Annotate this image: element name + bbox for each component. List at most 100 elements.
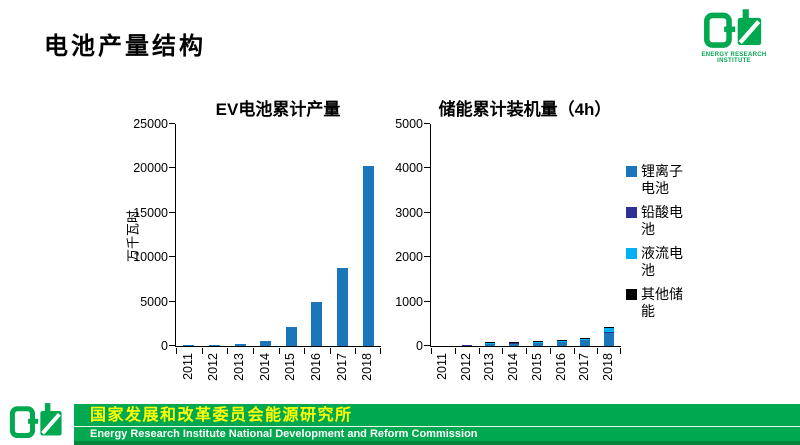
x-category-label: 2013 bbox=[226, 353, 252, 381]
footer-divider bbox=[74, 426, 800, 427]
bar bbox=[208, 345, 220, 346]
bar bbox=[311, 301, 323, 346]
x-tick-mark bbox=[502, 348, 504, 354]
y-tick-mark bbox=[168, 256, 175, 258]
y-tick-mark bbox=[168, 345, 175, 346]
x-tick-mark bbox=[355, 348, 357, 354]
footer-logo-icon bbox=[9, 403, 62, 439]
x-tick-mark bbox=[454, 348, 456, 354]
x-category-label: 2016 bbox=[303, 353, 329, 381]
x-category-label-text: 2011 bbox=[434, 353, 449, 380]
x-category-label-text: 2016 bbox=[308, 353, 323, 381]
x-category-label: 2017 bbox=[329, 353, 355, 381]
y-tick-mark bbox=[168, 300, 175, 302]
x-category-label-text: 2012 bbox=[206, 353, 221, 381]
x-tick-mark bbox=[478, 348, 480, 354]
y-tick-label: 25000 bbox=[133, 117, 168, 131]
ev-chart-plot-area bbox=[168, 123, 381, 354]
bar-segment bbox=[580, 340, 591, 346]
bar-segment bbox=[580, 338, 591, 340]
x-category-label: 2018 bbox=[596, 353, 620, 381]
x-category-label-text: 2015 bbox=[529, 353, 544, 381]
bar bbox=[285, 326, 297, 346]
y-tick-mark bbox=[423, 211, 430, 213]
x-tick-mark bbox=[380, 348, 381, 354]
y-tick-mark bbox=[423, 300, 430, 302]
x-category-label: 2012 bbox=[201, 353, 227, 381]
x-category-label-text: 2018 bbox=[360, 353, 375, 381]
x-category-label: 2011 bbox=[430, 353, 454, 380]
x-category-label-text: 2013 bbox=[482, 353, 497, 381]
legend-item: 液流电池 bbox=[626, 245, 710, 279]
x-category-label-text: 2014 bbox=[257, 353, 272, 381]
legend-swatch-icon bbox=[626, 248, 637, 259]
x-tick-mark bbox=[227, 348, 229, 354]
x-category-label-text: 2018 bbox=[601, 353, 616, 381]
y-tick-label: 15000 bbox=[133, 205, 168, 220]
bar-segment bbox=[604, 332, 615, 346]
x-tick-mark bbox=[597, 348, 599, 354]
bar-segment bbox=[509, 343, 520, 346]
bar-segment bbox=[485, 343, 496, 346]
legend-label: 铅酸电池 bbox=[641, 204, 683, 237]
y-tick-label: 2000 bbox=[395, 250, 423, 265]
x-category-label: 2018 bbox=[354, 353, 380, 381]
x-category-label-text: 2013 bbox=[232, 353, 247, 381]
x-category-label: 2017 bbox=[573, 353, 597, 381]
bar-segment bbox=[604, 331, 615, 333]
legend-swatch-icon bbox=[626, 166, 637, 177]
bar-segment bbox=[556, 341, 567, 343]
x-category-label: 2013 bbox=[478, 353, 502, 381]
x-tick-mark bbox=[431, 348, 432, 354]
y-tick-mark bbox=[168, 211, 175, 213]
bar-segment bbox=[556, 342, 567, 346]
y-tick-mark bbox=[423, 167, 430, 169]
y-tick-label: 5000 bbox=[140, 294, 168, 309]
x-category-label: 2015 bbox=[525, 353, 549, 381]
x-category-label: 2016 bbox=[549, 353, 573, 381]
footer-logo bbox=[0, 397, 74, 445]
bar-segment bbox=[604, 327, 615, 332]
bar-segment bbox=[509, 342, 520, 344]
x-tick-mark bbox=[620, 348, 621, 354]
x-tick-mark bbox=[252, 348, 254, 354]
x-category-label: 2012 bbox=[454, 353, 478, 381]
y-tick-label: 4000 bbox=[395, 161, 423, 176]
footer-text-cn: 国家发展和改革委员会能源研究所 bbox=[90, 407, 353, 424]
x-category-label-text: 2016 bbox=[553, 353, 568, 381]
bar-segment bbox=[580, 339, 591, 341]
footer-bar: 国家发展和改革委员会能源研究所 Energy Research Institut… bbox=[74, 404, 800, 445]
page-title: 电池产量结构 bbox=[44, 33, 206, 60]
y-tick-label: 10000 bbox=[133, 250, 168, 265]
y-tick-mark bbox=[423, 123, 430, 124]
storage-chart-x-axis: 2011 2012 2013 2014 2015 2016 2017 2018 bbox=[430, 353, 620, 395]
eri-logo-icon bbox=[704, 9, 762, 48]
bar bbox=[183, 345, 195, 346]
bar-segment bbox=[532, 342, 543, 344]
y-tick-label: 0 bbox=[416, 339, 423, 353]
x-tick-mark bbox=[176, 348, 177, 354]
x-tick-mark bbox=[329, 348, 331, 354]
y-tick-mark bbox=[168, 167, 175, 169]
bar bbox=[337, 267, 349, 346]
x-tick-mark bbox=[278, 348, 280, 354]
x-tick-mark bbox=[573, 348, 575, 354]
legend-label: 其他储能 bbox=[641, 286, 683, 319]
y-tick-mark bbox=[423, 256, 430, 258]
x-category-label-text: 2017 bbox=[577, 353, 592, 381]
y-tick-label: 3000 bbox=[395, 205, 423, 220]
x-tick-mark bbox=[201, 348, 203, 354]
bar bbox=[260, 341, 272, 346]
legend-item: 铅酸电池 bbox=[626, 204, 710, 238]
legend-item: 锂离子电池 bbox=[626, 163, 710, 197]
x-category-label: 2014 bbox=[501, 353, 525, 381]
storage-chart-plot-area bbox=[423, 123, 621, 354]
bar-segment bbox=[532, 343, 543, 346]
x-category-label: 2011 bbox=[175, 353, 201, 380]
y-tick-mark bbox=[168, 123, 175, 124]
ev-chart-title: EV电池累计产量 bbox=[215, 100, 341, 119]
x-category-label-text: 2014 bbox=[506, 353, 521, 381]
legend-swatch-icon bbox=[626, 289, 637, 300]
y-tick-label: 0 bbox=[161, 339, 168, 353]
legend-label: 锂离子电池 bbox=[641, 163, 683, 196]
